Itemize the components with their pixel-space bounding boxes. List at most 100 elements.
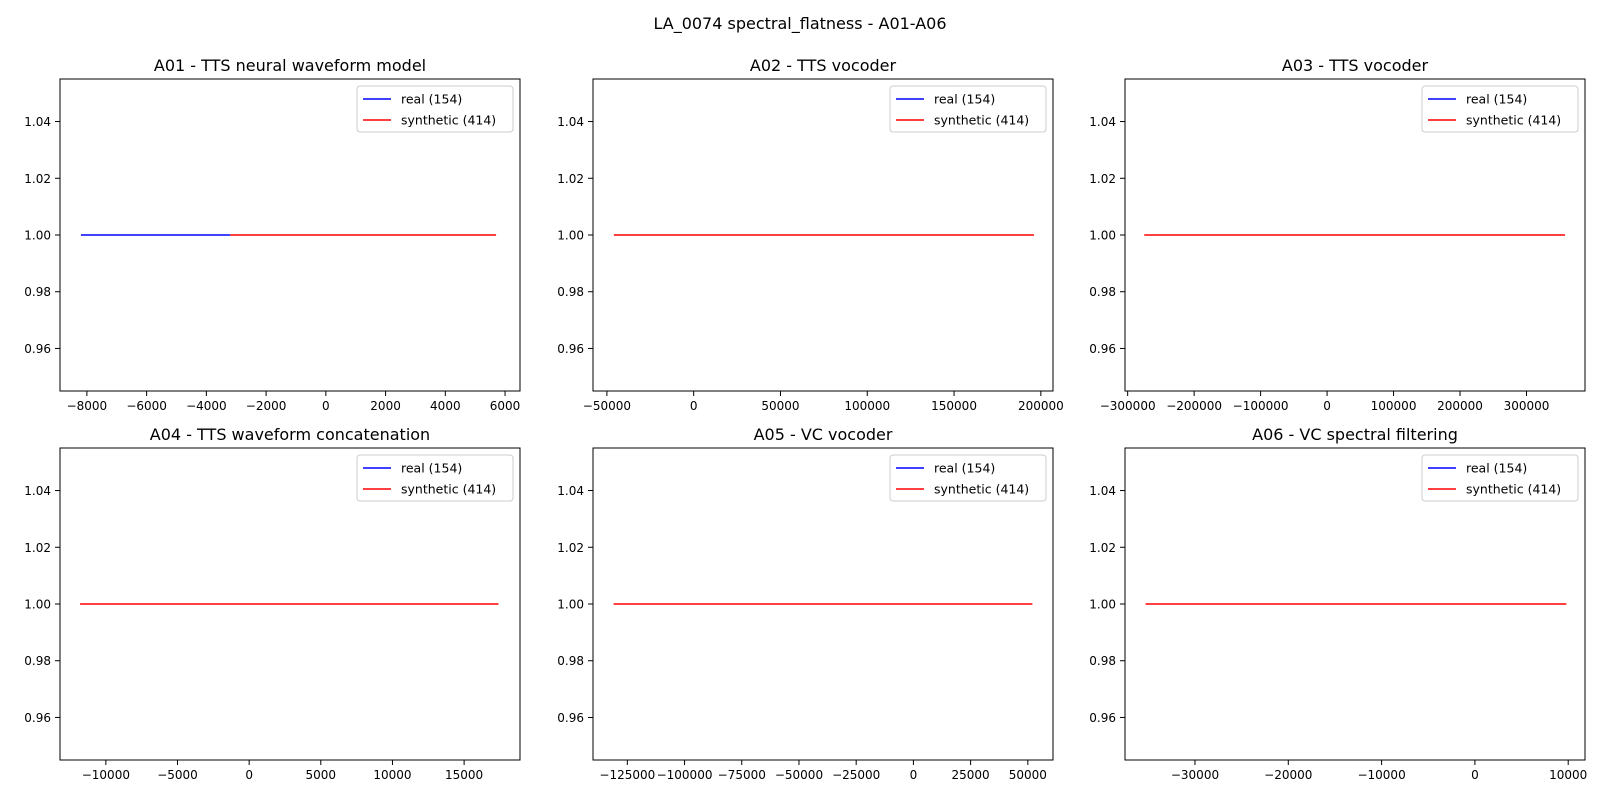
x-tick-label: −200000 <box>1166 399 1222 413</box>
legend: real (154) synthetic (414) <box>889 454 1047 502</box>
x-tick-label: −300000 <box>1100 399 1156 413</box>
y-tick-label: 1.00 <box>24 598 51 612</box>
panel-title: A05 - VC vocoder <box>754 425 893 444</box>
y-tick-label: 0.96 <box>1089 342 1116 356</box>
y-tick-label: 1.02 <box>1089 541 1116 555</box>
y-tick-label: 1.04 <box>557 115 584 129</box>
panel-title: A01 - TTS neural waveform model <box>154 56 426 75</box>
x-tick-label: −5000 <box>157 768 198 782</box>
x-tick-label: 10000 <box>373 768 411 782</box>
panel-title: A02 - TTS vocoder <box>750 56 897 75</box>
panel-title: A04 - TTS waveform concatenation <box>150 425 430 444</box>
y-tick-label: 1.00 <box>1089 598 1116 612</box>
x-tick-label: 25000 <box>952 768 990 782</box>
y-tick-label: 1.02 <box>24 172 51 186</box>
y-tick-label: 1.02 <box>557 541 584 555</box>
legend: real (154) synthetic (414) <box>356 85 514 133</box>
legend: real (154) synthetic (414) <box>1421 454 1579 502</box>
y-tick-label: 1.02 <box>24 541 51 555</box>
panel-5: A05 - VC vocoder −125000 −100000 −75000 −500… <box>557 425 1054 782</box>
x-tick-label: −50000 <box>583 399 631 413</box>
y-tick-label: 0.96 <box>24 711 51 725</box>
legend-label: synthetic (414) <box>401 113 496 128</box>
x-tick-label: 150000 <box>931 399 977 413</box>
y-tick-label: 0.96 <box>1089 711 1116 725</box>
x-tick-label: −30000 <box>1171 768 1219 782</box>
figure-title: LA_0074 spectral_flatness - A01-A06 <box>653 14 946 34</box>
panel-3: A03 - TTS vocoder −300000 −200000 −100000 0 1… <box>1089 56 1586 413</box>
legend: real (154) synthetic (414) <box>356 454 514 502</box>
panels: A01 - TTS neural waveform model −8000 −600… <box>24 56 1587 782</box>
legend-label: synthetic (414) <box>934 113 1029 128</box>
y-tick-label: 1.00 <box>557 229 584 243</box>
y-tick-label: 1.00 <box>1089 229 1116 243</box>
x-tick-label: −10000 <box>1357 768 1405 782</box>
legend-box <box>356 85 514 133</box>
x-tick-label: −25000 <box>832 768 880 782</box>
x-tick-label: 300000 <box>1504 399 1550 413</box>
legend-label: real (154) <box>934 92 995 107</box>
legend-box <box>356 454 514 502</box>
x-tick-label: 15000 <box>445 768 483 782</box>
x-tick-label: 4000 <box>430 399 461 413</box>
x-tick-label: −6000 <box>126 399 167 413</box>
x-tick-label: 6000 <box>490 399 521 413</box>
legend-box <box>889 454 1047 502</box>
x-tick-label: 5000 <box>306 768 337 782</box>
y-tick-label: 1.04 <box>1089 115 1116 129</box>
legend-label: synthetic (414) <box>1466 113 1561 128</box>
legend-box <box>1421 454 1579 502</box>
legend-label: synthetic (414) <box>1466 482 1561 497</box>
y-tick-label: 1.00 <box>24 229 51 243</box>
legend-label: real (154) <box>934 461 995 476</box>
panel-6: A06 - VC spectral filtering −30000 −20000 −… <box>1089 425 1587 782</box>
panel-title: A03 - TTS vocoder <box>1282 56 1429 75</box>
x-tick-label: −125000 <box>599 768 655 782</box>
x-tick-label: −8000 <box>67 399 108 413</box>
y-tick-label: 0.98 <box>557 285 584 299</box>
x-tick-label: 0 <box>322 399 330 413</box>
y-tick-label: 0.98 <box>1089 285 1116 299</box>
y-tick-label: 0.98 <box>1089 654 1116 668</box>
x-tick-label: 200000 <box>1018 399 1064 413</box>
y-tick-label: 0.98 <box>557 654 584 668</box>
x-tick-label: −20000 <box>1264 768 1312 782</box>
panel-2: A02 - TTS vocoder −50000 0 50000 100000 15000… <box>557 56 1063 413</box>
y-tick-label: 0.98 <box>24 654 51 668</box>
y-tick-label: 1.00 <box>557 598 584 612</box>
y-tick-label: 1.04 <box>1089 484 1116 498</box>
legend-label: real (154) <box>401 461 462 476</box>
x-tick-label: 0 <box>1323 399 1331 413</box>
legend-box <box>889 85 1047 133</box>
x-tick-label: 50000 <box>1009 768 1047 782</box>
legend: real (154) synthetic (414) <box>1421 85 1579 133</box>
x-tick-label: −100000 <box>657 768 713 782</box>
x-tick-label: 10000 <box>1549 768 1587 782</box>
panel-4: A04 - TTS waveform concatenation −10000 −5… <box>24 425 521 782</box>
x-tick-label: −75000 <box>718 768 766 782</box>
y-tick-label: 1.04 <box>24 115 51 129</box>
x-tick-label: 50000 <box>761 399 799 413</box>
legend-label: real (154) <box>1466 92 1527 107</box>
y-tick-label: 0.96 <box>24 342 51 356</box>
legend-label: synthetic (414) <box>934 482 1029 497</box>
panel-1: A01 - TTS neural waveform model −8000 −600… <box>24 56 521 413</box>
x-tick-label: −50000 <box>775 768 823 782</box>
x-tick-label: −100000 <box>1233 399 1289 413</box>
y-tick-label: 1.04 <box>24 484 51 498</box>
x-tick-label: 200000 <box>1437 399 1483 413</box>
x-tick-label: −10000 <box>82 768 130 782</box>
legend: real (154) synthetic (414) <box>889 85 1047 133</box>
y-tick-label: 1.02 <box>557 172 584 186</box>
y-tick-label: 0.98 <box>24 285 51 299</box>
legend-box <box>1421 85 1579 133</box>
x-tick-label: 2000 <box>370 399 401 413</box>
y-tick-label: 0.96 <box>557 711 584 725</box>
x-tick-label: 100000 <box>844 399 890 413</box>
x-tick-label: 0 <box>690 399 698 413</box>
legend-label: real (154) <box>401 92 462 107</box>
y-tick-label: 1.02 <box>1089 172 1116 186</box>
x-tick-label: 0 <box>1471 768 1479 782</box>
x-tick-label: −4000 <box>186 399 227 413</box>
